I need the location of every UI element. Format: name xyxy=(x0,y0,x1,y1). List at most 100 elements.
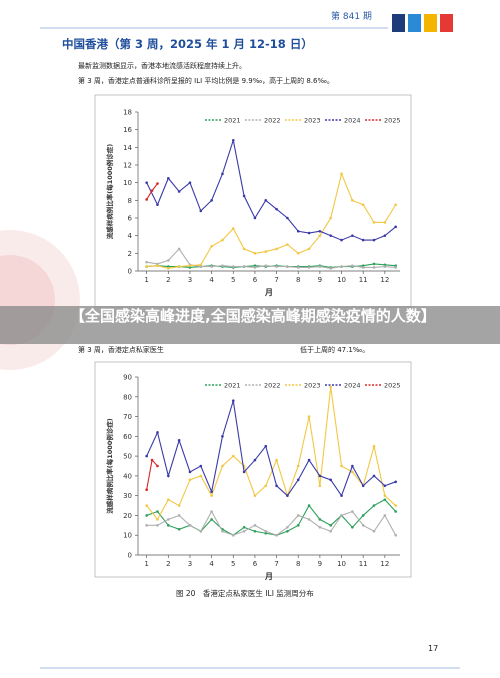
data-point xyxy=(199,209,203,213)
data-point xyxy=(210,510,213,513)
data-point xyxy=(188,478,192,482)
data-point xyxy=(307,231,311,235)
data-point xyxy=(253,266,257,269)
data-point xyxy=(231,399,235,403)
data-point xyxy=(318,526,322,529)
y-tick-label: 50 xyxy=(123,453,132,461)
data-point xyxy=(351,234,354,237)
data-point xyxy=(156,203,159,207)
data-point xyxy=(167,498,170,501)
data-point xyxy=(275,207,278,211)
data-point xyxy=(188,181,192,184)
data-point xyxy=(221,435,224,438)
data-point xyxy=(231,138,235,142)
data-point xyxy=(167,267,170,270)
data-point xyxy=(221,238,224,242)
data-point xyxy=(145,265,148,268)
data-point xyxy=(329,524,333,527)
x-tick-label: 7 xyxy=(274,560,278,568)
legend-label: 2021 xyxy=(224,382,241,390)
x-tick-label: 2 xyxy=(166,560,170,568)
x-tick-label: 1 xyxy=(144,276,148,284)
data-point xyxy=(210,244,213,248)
data-point xyxy=(210,490,213,494)
data-point xyxy=(150,189,154,192)
legend-label: 2023 xyxy=(304,382,321,390)
y-tick-label: 40 xyxy=(123,472,132,480)
data-point xyxy=(296,464,300,468)
x-tick-label: 3 xyxy=(188,276,192,284)
data-point xyxy=(264,250,268,253)
data-point xyxy=(372,221,376,224)
y-tick-label: 18 xyxy=(123,109,132,117)
data-point xyxy=(351,526,354,529)
data-point xyxy=(286,265,289,268)
data-point xyxy=(394,480,397,484)
data-point xyxy=(318,484,322,488)
y-tick-label: 90 xyxy=(123,374,132,382)
data-point xyxy=(188,264,192,268)
data-point xyxy=(156,510,159,513)
y-tick-label: 12 xyxy=(123,162,132,170)
data-point xyxy=(231,265,235,268)
data-point xyxy=(296,514,300,517)
y-tick-label: 2 xyxy=(128,250,132,258)
x-tick-label: 1 xyxy=(144,560,148,568)
y-tick-label: 0 xyxy=(128,552,132,560)
data-point xyxy=(210,518,213,521)
data-point xyxy=(145,454,148,458)
data-point xyxy=(231,533,235,537)
color-block xyxy=(392,14,405,32)
data-point xyxy=(286,216,289,220)
y-tick-label: 4 xyxy=(128,232,133,240)
data-point xyxy=(340,265,343,268)
x-tick-label: 8 xyxy=(296,560,300,568)
data-point xyxy=(145,181,148,184)
data-point xyxy=(361,203,365,207)
data-point xyxy=(242,194,246,198)
data-point xyxy=(340,494,343,497)
data-point xyxy=(383,234,387,237)
data-point xyxy=(210,494,213,497)
y-axis-label: 流感样病例比率(每1000例诊症) xyxy=(105,418,114,514)
data-point xyxy=(242,470,246,474)
data-point xyxy=(275,484,278,488)
data-point xyxy=(329,529,333,533)
legend-label: 2022 xyxy=(264,382,281,390)
paragraph: 第 3 周，香港定点私家医生 xyxy=(78,346,164,354)
data-point xyxy=(383,221,387,224)
data-point xyxy=(145,488,148,492)
data-point xyxy=(286,526,289,529)
data-point xyxy=(351,510,354,513)
data-point xyxy=(340,464,343,468)
data-point xyxy=(221,529,224,533)
page-number: 17 xyxy=(428,644,439,653)
data-point xyxy=(253,529,257,533)
legend-label: 2023 xyxy=(304,117,321,125)
data-point xyxy=(383,265,387,268)
color-block xyxy=(424,14,437,32)
data-point xyxy=(177,265,181,268)
y-tick-label: 10 xyxy=(123,179,132,187)
data-point xyxy=(253,494,257,497)
data-point xyxy=(156,524,159,527)
x-tick-label: 6 xyxy=(253,560,258,568)
data-point xyxy=(286,243,289,246)
data-point xyxy=(210,265,213,268)
data-point xyxy=(221,172,224,176)
x-tick-label: 10 xyxy=(337,560,346,568)
series-line xyxy=(146,140,397,241)
data-point xyxy=(275,265,278,268)
data-point xyxy=(296,524,300,527)
legend-label: 2021 xyxy=(224,117,241,125)
x-tick-label: 12 xyxy=(380,276,389,284)
data-point xyxy=(177,514,181,517)
data-point xyxy=(253,524,257,527)
data-point xyxy=(253,216,257,220)
data-point xyxy=(394,266,397,269)
data-point xyxy=(307,458,311,462)
data-point xyxy=(361,484,365,488)
data-point xyxy=(394,510,397,513)
